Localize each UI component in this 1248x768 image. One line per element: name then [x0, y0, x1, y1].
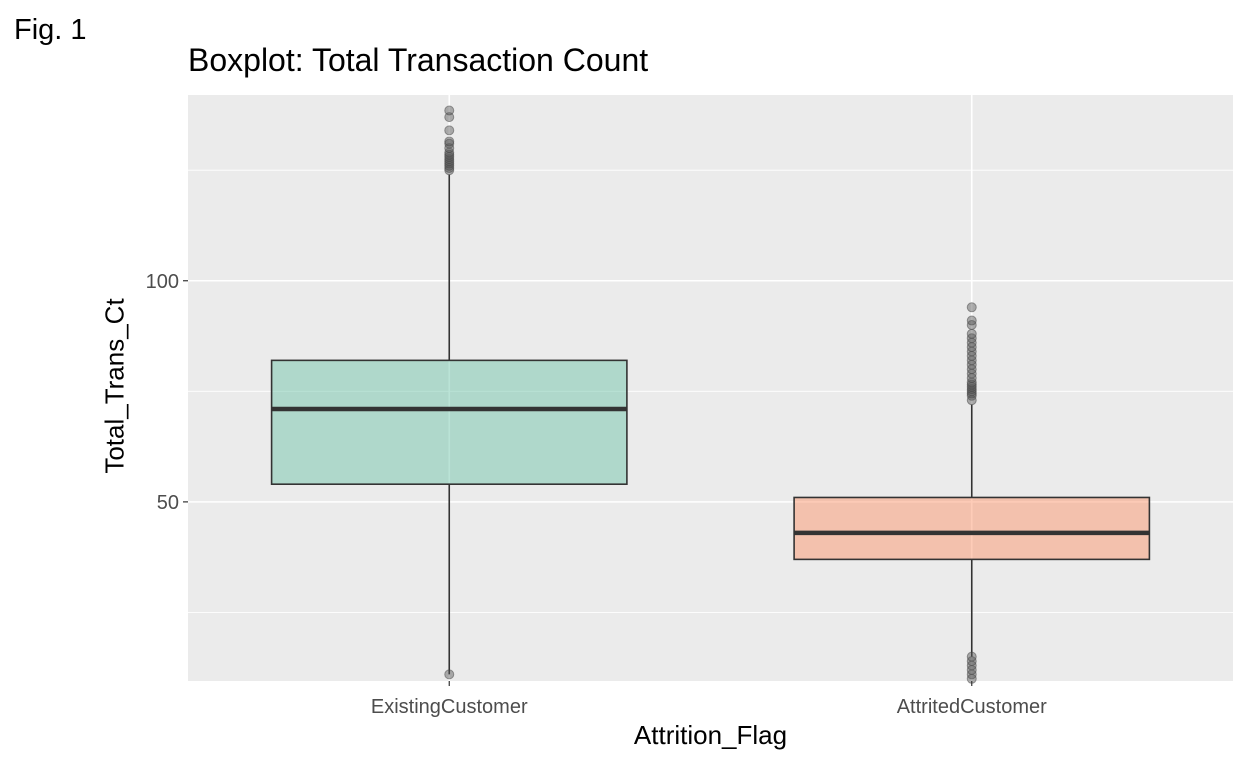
box-iqr [793, 496, 1151, 561]
x-axis-title: Attrition_Flag [633, 720, 788, 750]
outlier-point [444, 136, 455, 147]
x-tick-label: ExistingCustomer [371, 696, 528, 718]
axis-ticks: 50 100 ExistingCustomer AttritedCustomer [146, 271, 1047, 718]
y-tick-label: 100 [146, 271, 179, 293]
y-tick-label: 50 [157, 492, 179, 514]
outlier-point [444, 669, 455, 680]
outlier-point [966, 328, 977, 339]
outlier-point [444, 105, 455, 116]
outlier-point [444, 125, 455, 136]
plot-panel [188, 95, 1233, 681]
outlier-point [966, 302, 977, 313]
minor-grid [188, 169, 1233, 613]
y-axis-title: Total_Trans_Ct [99, 298, 130, 474]
outlier-point [966, 315, 977, 326]
box-AttritedCustomer [793, 302, 1151, 684]
boxes-layer [270, 105, 1151, 684]
box-iqr [270, 359, 628, 485]
outlier-point [966, 651, 977, 662]
x-tick-label: AttritedCustomer [897, 696, 1047, 718]
figure-label: Fig. 1 [14, 14, 87, 46]
box-ExistingCustomer [270, 105, 628, 680]
chart-title: Boxplot: Total Transaction Count [188, 42, 649, 78]
